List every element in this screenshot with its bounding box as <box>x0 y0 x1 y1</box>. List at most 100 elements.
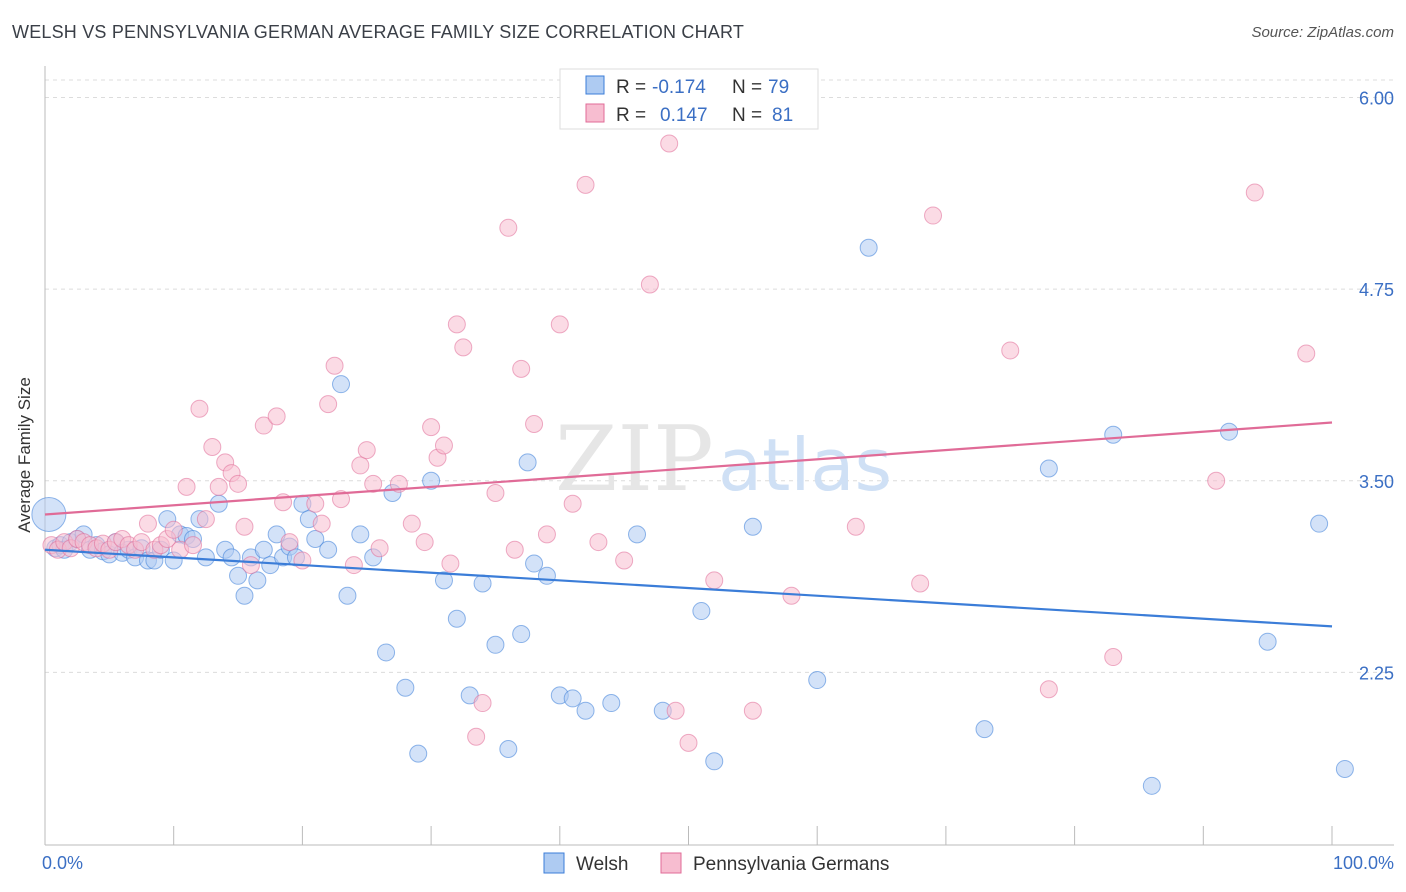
penn-point-66 <box>576 175 595 194</box>
welsh-point-76 <box>1142 776 1161 795</box>
y-tick-label-1: 3.50 <box>1359 472 1394 492</box>
legend-penn-swatch <box>660 852 682 874</box>
welsh-point-45 <box>351 525 370 544</box>
x-tick-min: 0.0% <box>42 853 83 873</box>
penn-point-82 <box>1207 471 1226 490</box>
penn-point-84 <box>1297 344 1316 363</box>
welsh-point-32 <box>248 571 267 590</box>
stats-blue-swatch <box>585 75 605 95</box>
y-tick-labels: 2.25 3.50 4.75 6.00 <box>1359 89 1394 684</box>
penn-point-44 <box>357 441 376 460</box>
stats-pink-n-label: N = <box>732 105 762 126</box>
welsh-point-57 <box>499 740 518 759</box>
penn-point-43 <box>351 456 370 475</box>
stats-pink-r-label: R = <box>616 105 646 126</box>
penn-point-61 <box>512 359 531 378</box>
x-tick-max: 100.0% <box>1333 853 1394 873</box>
welsh-point-72 <box>859 238 878 257</box>
penn-point-48 <box>402 514 421 533</box>
legend: Welsh Pennsylvania Germans <box>543 852 889 875</box>
stats-blue-n-label: N = <box>732 77 762 98</box>
penn-point-74 <box>743 701 762 720</box>
y-axis-label: Average Family Size <box>15 377 34 533</box>
penn-point-75 <box>782 586 801 605</box>
penn-point-35 <box>280 533 299 552</box>
penn-point-37 <box>306 494 325 513</box>
welsh-point-66 <box>628 525 647 544</box>
legend-welsh-label: Welsh <box>576 854 628 875</box>
penn-point-60 <box>505 540 524 559</box>
watermark-zip: ZIP <box>555 407 714 512</box>
legend-welsh-swatch <box>543 852 565 874</box>
welsh-point-43 <box>332 375 351 394</box>
stats-blue-n: 79 <box>768 77 789 98</box>
penn-point-64 <box>550 315 569 334</box>
penn-point-19 <box>164 520 183 539</box>
penn-point-30 <box>235 517 254 536</box>
penn-point-59 <box>499 218 518 237</box>
penn-point-24 <box>196 510 215 529</box>
stats-blue-r: -0.174 <box>652 77 706 98</box>
welsh-point-42 <box>319 540 338 559</box>
chart-title: WELSH VS PENNSYLVANIA GERMAN AVERAGE FAM… <box>12 22 745 42</box>
welsh-point-80 <box>1335 759 1354 778</box>
welsh-point-56 <box>486 635 505 654</box>
penn-point-42 <box>344 556 363 575</box>
welsh-point-58 <box>512 625 531 644</box>
penn-point-73 <box>705 571 724 590</box>
penn-point-78 <box>924 206 943 225</box>
welsh-point-68 <box>692 602 711 621</box>
stats-pink-swatch <box>585 103 605 123</box>
y-tick-label-3: 6.00 <box>1359 89 1394 109</box>
welsh-trend-line <box>44 548 1333 628</box>
penn-point-72 <box>679 733 698 752</box>
welsh-point-79 <box>1310 514 1329 533</box>
penn-point-53 <box>441 554 460 573</box>
welsh-point-41 <box>306 530 325 549</box>
welsh-point-65 <box>602 694 621 713</box>
legend-penn-label: Pennsylvania Germans <box>693 854 889 875</box>
welsh-point-55 <box>473 574 492 593</box>
stats-box: R = -0.174 N = 79 R = 0.147 N = 81 <box>559 68 819 130</box>
penn-point-80 <box>1039 680 1058 699</box>
penn-point-15 <box>138 514 157 533</box>
welsh-point-75 <box>1104 425 1123 444</box>
axes <box>44 66 1394 846</box>
welsh-point-59 <box>518 453 537 472</box>
welsh-point-70 <box>743 517 762 536</box>
watermark: ZIP atlas <box>555 407 892 512</box>
welsh-point-61 <box>537 566 556 585</box>
trend-lines <box>44 421 1333 628</box>
penn-point-56 <box>467 727 486 746</box>
welsh-point-49 <box>396 678 415 697</box>
y-tick-label-0: 2.25 <box>1359 663 1394 683</box>
penn-point-70 <box>660 134 679 153</box>
penn-point-38 <box>312 514 331 533</box>
penn-point-83 <box>1245 183 1264 202</box>
welsh-point-50 <box>409 744 428 763</box>
welsh-point-30 <box>235 586 254 605</box>
welsh-point-74 <box>1039 459 1058 478</box>
penn-point-81 <box>1104 648 1123 667</box>
penn-point-77 <box>911 574 930 593</box>
stats-blue-r-label: R = <box>616 77 646 98</box>
penn-point-26 <box>209 477 228 496</box>
source-label: Source: ZipAtlas.com <box>1251 24 1394 41</box>
penn-point-71 <box>666 701 685 720</box>
welsh-point-25 <box>196 548 215 567</box>
welsh-point-26 <box>209 494 228 513</box>
welsh-point-63 <box>563 689 582 708</box>
penn-point-65 <box>563 494 582 513</box>
penn-point-68 <box>615 551 634 570</box>
welsh-point-47 <box>377 643 396 662</box>
penn-point-49 <box>415 533 434 552</box>
penn-point-62 <box>525 415 544 434</box>
penn-point-69 <box>640 275 659 294</box>
penn-point-67 <box>589 533 608 552</box>
penn-point-33 <box>267 407 286 426</box>
welsh-point-51 <box>422 471 441 490</box>
welsh-point-29 <box>229 566 248 585</box>
penn-point-46 <box>370 539 389 558</box>
penn-point-58 <box>486 484 505 503</box>
